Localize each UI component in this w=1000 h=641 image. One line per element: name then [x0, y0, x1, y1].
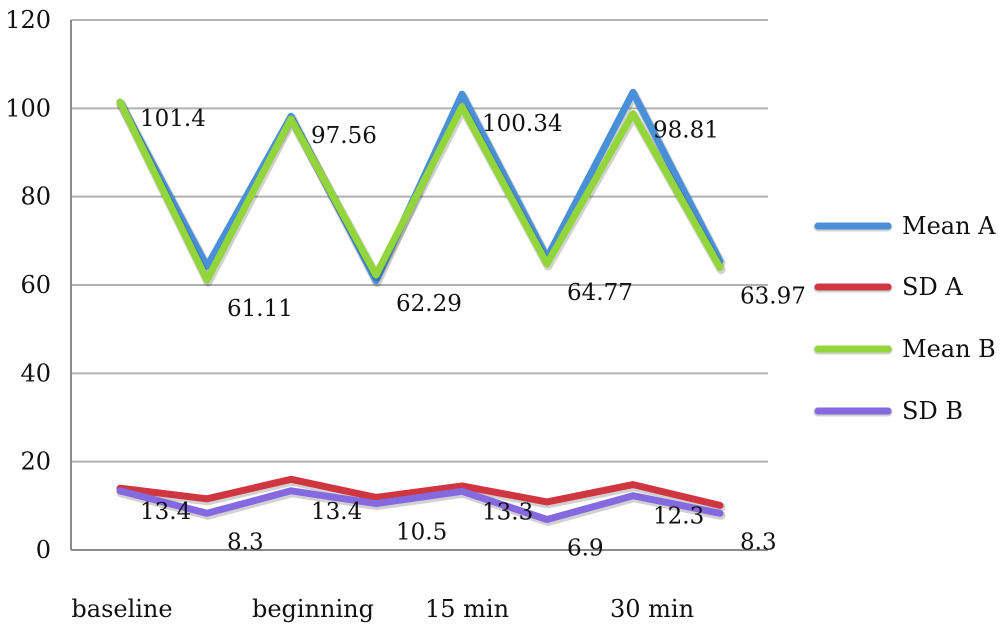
data-label-mean: 63.97 — [740, 283, 806, 309]
y-tick-label: 60 — [20, 271, 51, 299]
x-tick-labels: baseline beginning 15 min 30 min — [71, 595, 694, 623]
data-labels: 101.4 61.11 97.56 62.29 100.34 64.77 98.81 63.9… — [140, 106, 806, 561]
data-label-sd: 8.3 — [740, 529, 777, 555]
legend-item-sd-a: SD A — [813, 273, 963, 301]
data-label-mean: 100.34 — [482, 111, 562, 137]
legend-label-sd-a: SD A — [902, 273, 963, 301]
legend-label-sd-b: SD B — [902, 397, 963, 425]
x-tick-label: 15 min — [425, 595, 509, 623]
data-label-sd: 13.4 — [311, 499, 362, 525]
gridlines — [71, 19, 768, 463]
y-tick-label: 80 — [20, 183, 51, 211]
x-tick-label: beginning — [252, 595, 374, 623]
data-label-sd: 6.9 — [567, 536, 604, 562]
legend-item-mean-a: Mean A — [813, 212, 996, 240]
legend-label-mean-b: Mean B — [902, 335, 996, 363]
y-tick-label: 0 — [36, 536, 51, 564]
legend-item-mean-b: Mean B — [813, 335, 996, 363]
x-tick-label: 30 min — [610, 595, 694, 623]
y-tick-labels: 0 20 40 60 80 100 120 — [5, 6, 51, 564]
data-label-mean: 101.4 — [140, 106, 206, 132]
legend-label-mean-a: Mean A — [902, 212, 996, 240]
data-label-sd: 10.5 — [396, 520, 447, 546]
data-label-sd: 12.3 — [653, 504, 704, 530]
legend: Mean A SD A Mean B SD B — [813, 212, 996, 425]
y-tick-label: 100 — [5, 94, 51, 122]
y-tick-label: 120 — [5, 6, 51, 34]
y-tick-label: 40 — [20, 359, 51, 387]
data-label-mean: 61.11 — [227, 296, 293, 322]
data-label-sd: 13.4 — [140, 499, 191, 525]
series-sd-b-line — [116, 487, 724, 523]
x-tick-label: baseline — [71, 595, 172, 623]
data-label-mean: 62.29 — [396, 291, 462, 317]
y-tick-label: 20 — [20, 448, 51, 476]
legend-item-sd-b: SD B — [813, 397, 963, 425]
data-label-sd: 13.3 — [482, 499, 533, 525]
axes — [70, 20, 768, 551]
series-sd-a-line — [116, 475, 724, 509]
data-label-sd: 8.3 — [227, 529, 264, 555]
series-mean-b-line — [116, 98, 724, 284]
data-label-mean: 97.56 — [311, 123, 377, 149]
series-lines — [116, 88, 726, 526]
data-label-mean: 64.77 — [567, 280, 633, 306]
data-label-mean: 98.81 — [653, 118, 719, 144]
